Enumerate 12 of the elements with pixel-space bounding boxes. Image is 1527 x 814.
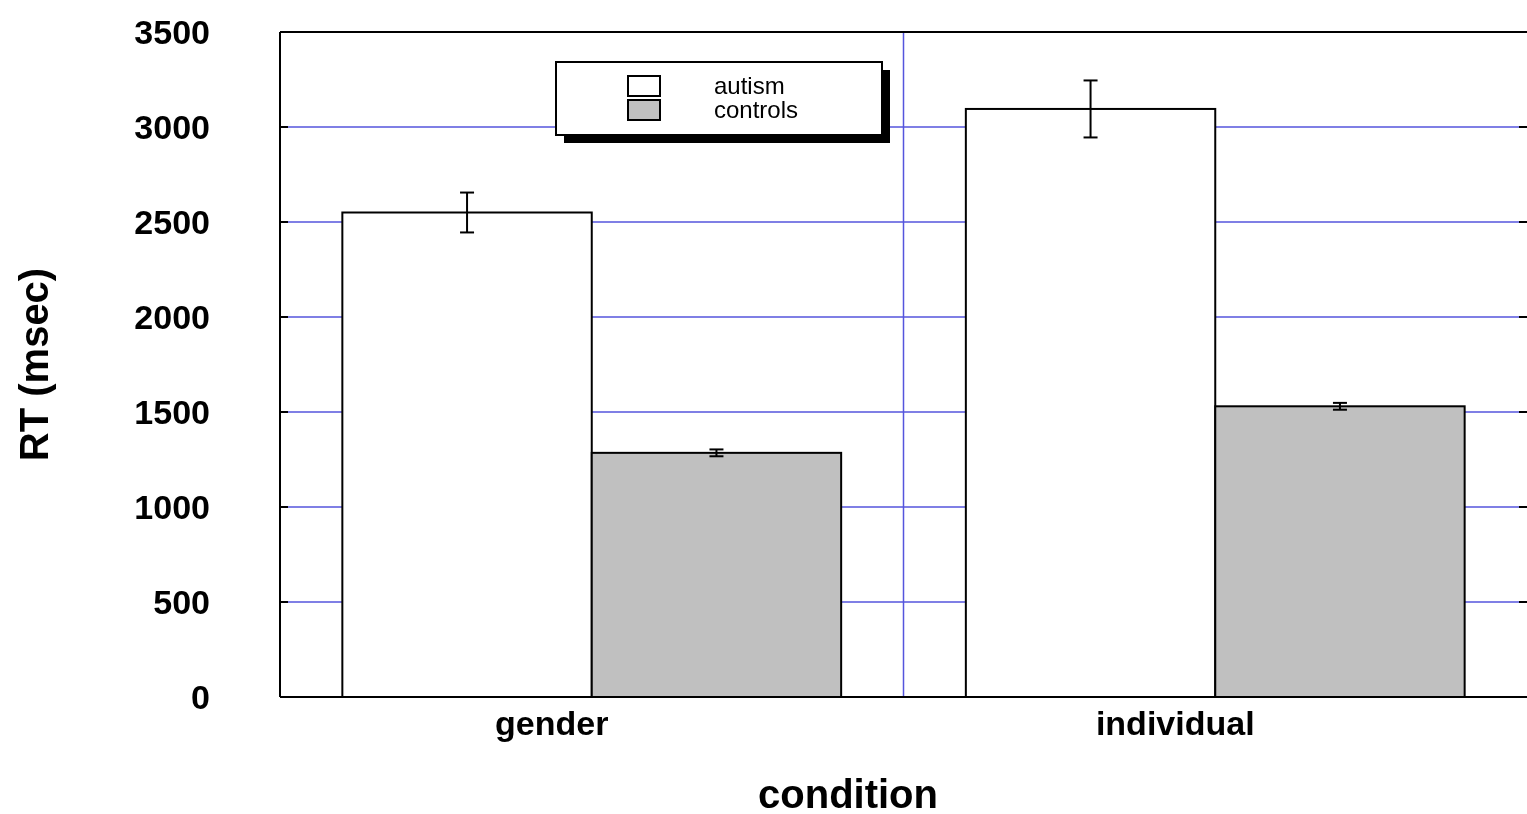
x-axis-title: condition — [758, 772, 938, 814]
x-tick-label: gender — [495, 704, 609, 742]
x-tick-label: individual — [1095, 704, 1255, 742]
y-tick-label: 2500 — [134, 202, 210, 241]
y-tick-label: 500 — [153, 582, 210, 621]
y-tick-label: 2000 — [134, 297, 210, 336]
y-tick-label: 1000 — [134, 487, 210, 526]
y-tick-label: 3000 — [134, 107, 210, 146]
y-tick-label: 1500 — [134, 392, 210, 431]
y-axis-title: RT (msec) — [12, 267, 56, 462]
y-tick-label: 3500 — [134, 12, 210, 51]
y-tick-label: 0 — [191, 677, 210, 716]
